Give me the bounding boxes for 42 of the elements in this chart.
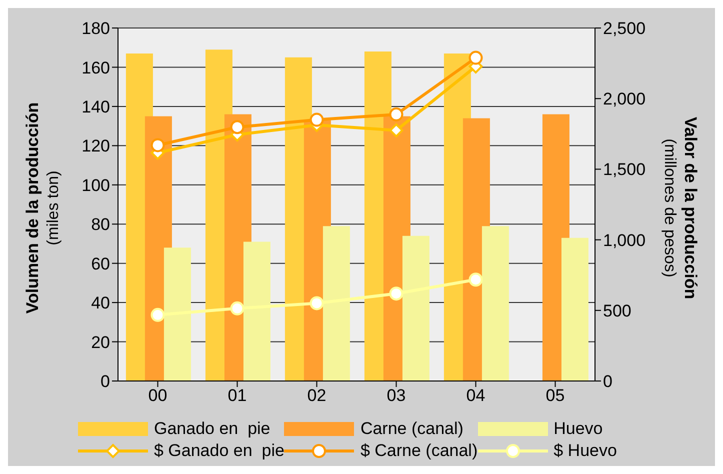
- y-tick-label: 20: [91, 332, 110, 352]
- point: [230, 120, 244, 134]
- y2-tick-label: 500: [603, 301, 632, 320]
- point: [150, 308, 165, 322]
- point: [230, 301, 244, 316]
- x-tick-label: 00: [148, 386, 168, 406]
- y2-axis-title: Valor de la producción (millones de pesos): [661, 116, 700, 300]
- y-tick-label: 60: [91, 254, 110, 274]
- legend-label: Huevo: [554, 419, 603, 439]
- x-tick-label: 02: [307, 386, 326, 406]
- x-tick-label: 01: [228, 386, 247, 406]
- y-tick-label: 140: [82, 97, 110, 116]
- legend-label: Carne (canal): [360, 419, 464, 439]
- point: [389, 286, 404, 301]
- legend-label: Ganado en pie: [154, 419, 270, 439]
- legend-label: $ Ganado en pie: [154, 441, 284, 461]
- legend-label: $ Huevo: [554, 441, 617, 461]
- y2-tick-label: 2,000: [603, 90, 646, 109]
- point: [389, 123, 404, 138]
- point: [310, 112, 324, 127]
- y2-tick-label: 2,500: [603, 19, 646, 38]
- y2-tick-label: 0: [603, 372, 612, 392]
- point: [310, 296, 324, 310]
- x-tick-label: 04: [466, 386, 486, 406]
- point: [150, 138, 165, 152]
- y2-tick-label: 1,000: [603, 230, 646, 250]
- y-tick-label: 100: [82, 176, 110, 195]
- y-tick-label: 40: [91, 294, 110, 313]
- y-tick-label: 160: [82, 58, 110, 78]
- legend-label: $ Carne (canal): [360, 441, 478, 461]
- point: [468, 272, 483, 287]
- y-tick-label: 80: [91, 215, 110, 234]
- point: [389, 107, 404, 122]
- y-tick-label: 180: [82, 19, 110, 38]
- y-tick-label: 120: [82, 136, 110, 156]
- x-tick-label: 03: [386, 386, 406, 406]
- x-tick-label: 05: [546, 386, 565, 406]
- point: [468, 50, 483, 65]
- y-tick-label: 0: [100, 372, 110, 392]
- y-axis-title: Volumen de la producción (miles ton): [23, 102, 62, 314]
- bar: [561, 238, 588, 381]
- y2-tick-label: 1,500: [603, 160, 646, 180]
